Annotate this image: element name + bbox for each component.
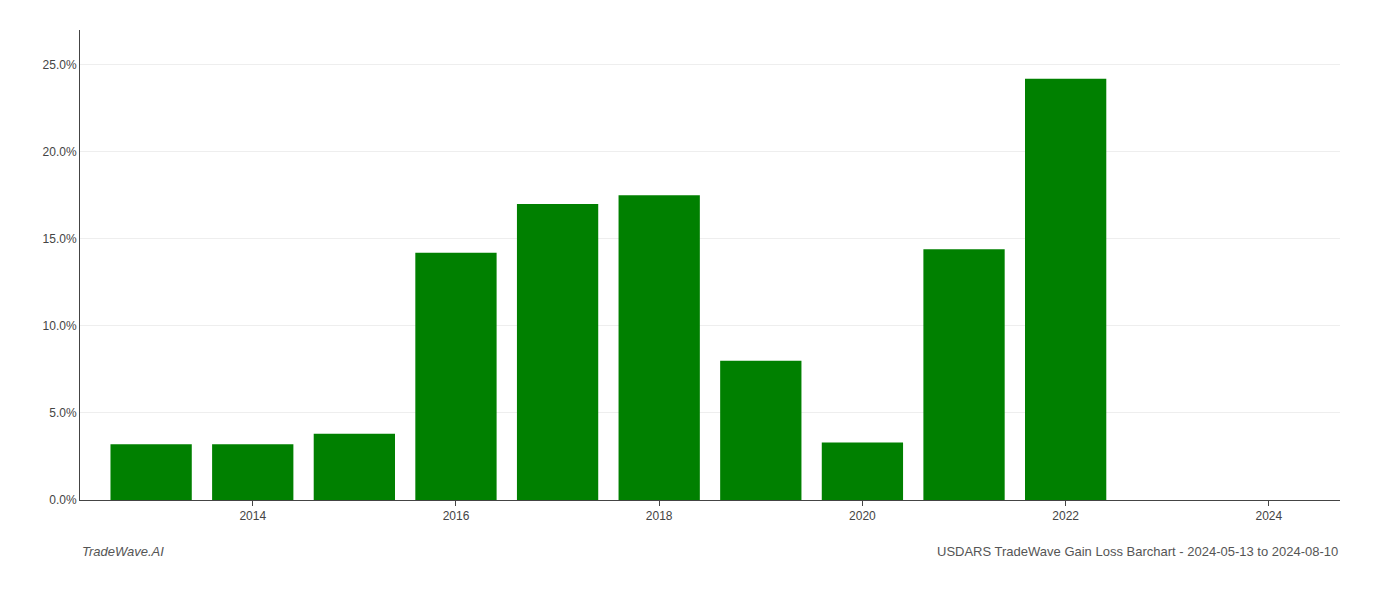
svg-text:15.0%: 15.0%: [43, 232, 77, 246]
svg-text:TradeWave.AI: TradeWave.AI: [82, 544, 164, 559]
svg-text:2014: 2014: [239, 509, 266, 523]
svg-text:20.0%: 20.0%: [43, 145, 77, 159]
svg-text:25.0%: 25.0%: [43, 58, 77, 72]
svg-text:2016: 2016: [443, 509, 470, 523]
svg-text:2018: 2018: [646, 509, 673, 523]
svg-text:USDARS TradeWave Gain Loss Bar: USDARS TradeWave Gain Loss Barchart - 20…: [937, 544, 1338, 559]
svg-text:0.0%: 0.0%: [49, 493, 77, 507]
svg-text:2020: 2020: [849, 509, 876, 523]
svg-text:5.0%: 5.0%: [49, 406, 77, 420]
svg-text:10.0%: 10.0%: [43, 319, 77, 333]
svg-text:2022: 2022: [1052, 509, 1079, 523]
svg-text:2024: 2024: [1256, 509, 1283, 523]
